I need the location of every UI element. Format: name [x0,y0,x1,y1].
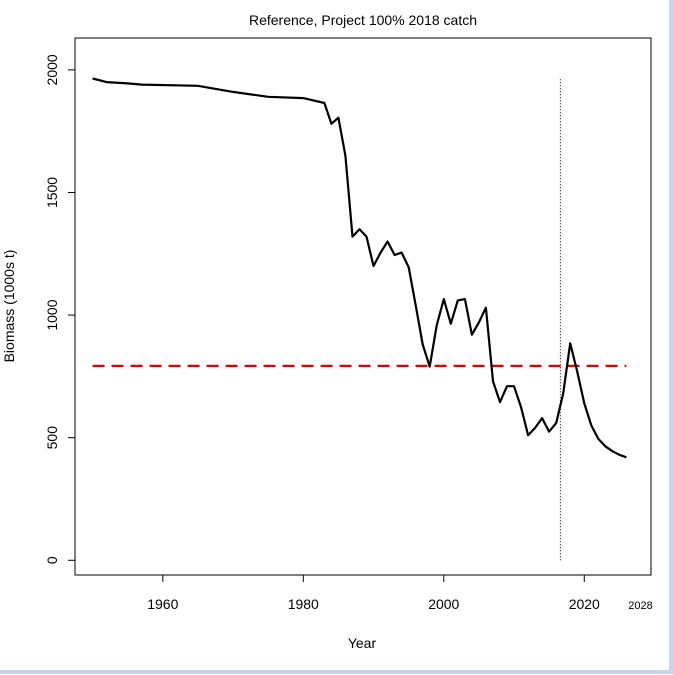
y-tick-label: 0 [44,556,60,564]
y-tick-label: 1500 [44,177,60,208]
x-tick-label: 1980 [288,596,319,612]
plot-box [74,37,652,576]
chart-title: Reference, Project 100% 2018 catch [249,12,477,28]
x-tick-label: 2020 [569,596,600,612]
x-axis-label: Year [348,635,377,651]
x-tick-label: 1960 [147,596,178,612]
y-tick-label: 500 [44,426,60,450]
biomass-line [92,77,627,459]
x-tick-label: 2000 [428,596,459,612]
y-axis-label: Biomass (1000s t) [1,250,17,363]
x-tick-label-extra: 2028 [628,600,652,612]
y-tick-label: 2000 [44,54,60,85]
y-tick-label: 1000 [44,299,60,330]
